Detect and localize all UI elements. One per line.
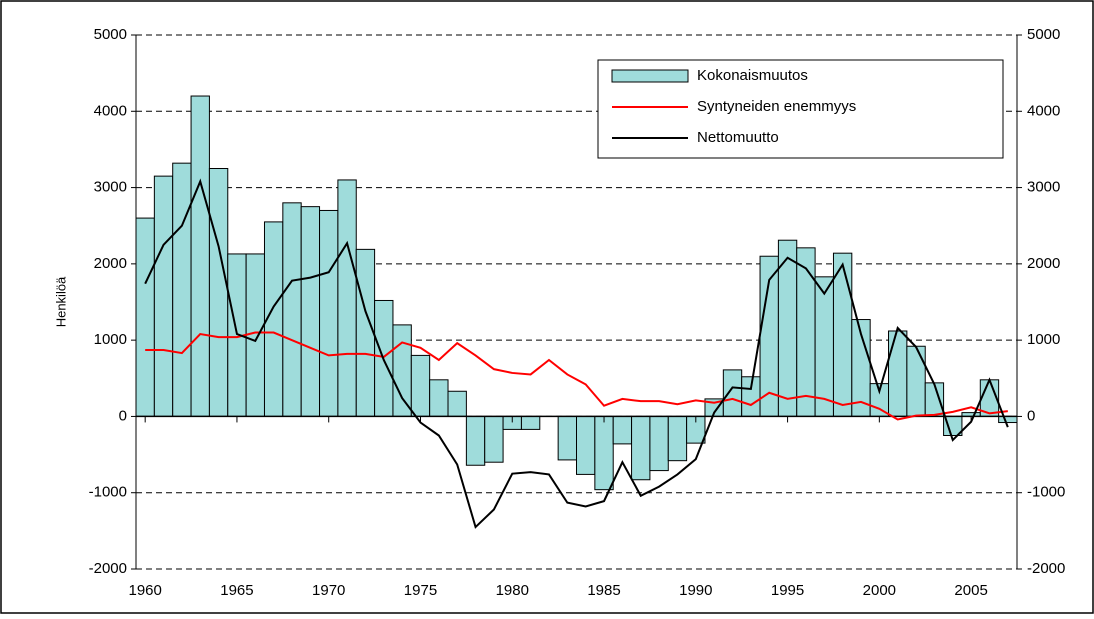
bar [557,415,577,461]
bar [576,415,596,475]
bar [153,175,174,417]
x-tick-label: 1975 [404,582,437,599]
x-tick-label: 1995 [771,582,804,599]
bar [208,168,229,417]
bar [998,415,1018,424]
x-tick-label: 1980 [496,582,529,599]
bar [594,415,614,491]
x-tick-label: 1965 [220,582,253,599]
bar [300,206,321,417]
bar [319,209,339,417]
bar [814,276,834,417]
bar [337,179,357,417]
bar [484,415,504,463]
x-tick-label: 2000 [863,582,896,599]
y2-tick-label: 4000 [1027,102,1060,119]
y-tick-label: 3000 [94,179,127,196]
y2-tick-label: 0 [1027,407,1035,424]
y2-tick-label: 3000 [1027,179,1060,196]
y2-tick-label: -1000 [1027,484,1065,501]
y-tick-label: 0 [119,407,127,424]
bar [447,390,467,417]
x-tick-label: 2005 [954,582,987,599]
x-tick-label: 1960 [128,582,161,599]
bar [520,415,541,430]
bar [796,247,816,417]
y-tick-label: -2000 [89,560,127,577]
bar [429,379,449,417]
bar [190,95,210,417]
y2-tick-label: 5000 [1027,26,1060,43]
bar [888,330,908,417]
bar [355,248,376,417]
bar [172,162,192,417]
bar [924,382,945,417]
line [144,178,1009,529]
y2-tick-label: -2000 [1027,560,1065,577]
bar [612,415,633,445]
y-tick-label: -1000 [89,484,127,501]
x-tick-label: 1970 [312,582,345,599]
y2-tick-label: 2000 [1027,255,1060,272]
x-tick-label: 1985 [587,582,620,599]
bar [631,415,651,481]
bar [722,369,743,417]
legend-label: Kokonaismuutos [697,67,808,84]
bar [649,415,669,472]
bar [832,252,853,417]
y-tick-label: 5000 [94,26,127,43]
bar [410,354,431,417]
y-tick-label: 1000 [94,331,127,348]
bar [465,415,486,466]
y-axis-label: Henkilöä [53,276,68,327]
legend-swatch [611,69,689,83]
bar [741,376,761,417]
bar [282,202,302,417]
bar [392,324,412,417]
legend-label: Syntyneiden enemmyys [697,98,856,115]
line [145,331,1008,421]
bar [245,253,265,417]
bar [135,217,155,417]
y-tick-label: 2000 [94,255,127,272]
y-tick-label: 4000 [94,102,127,119]
legend-label: Nettomuutto [697,129,779,146]
x-tick-label: 1990 [679,582,712,599]
bar [667,415,688,462]
y2-tick-label: 1000 [1027,331,1060,348]
bar [906,345,926,417]
